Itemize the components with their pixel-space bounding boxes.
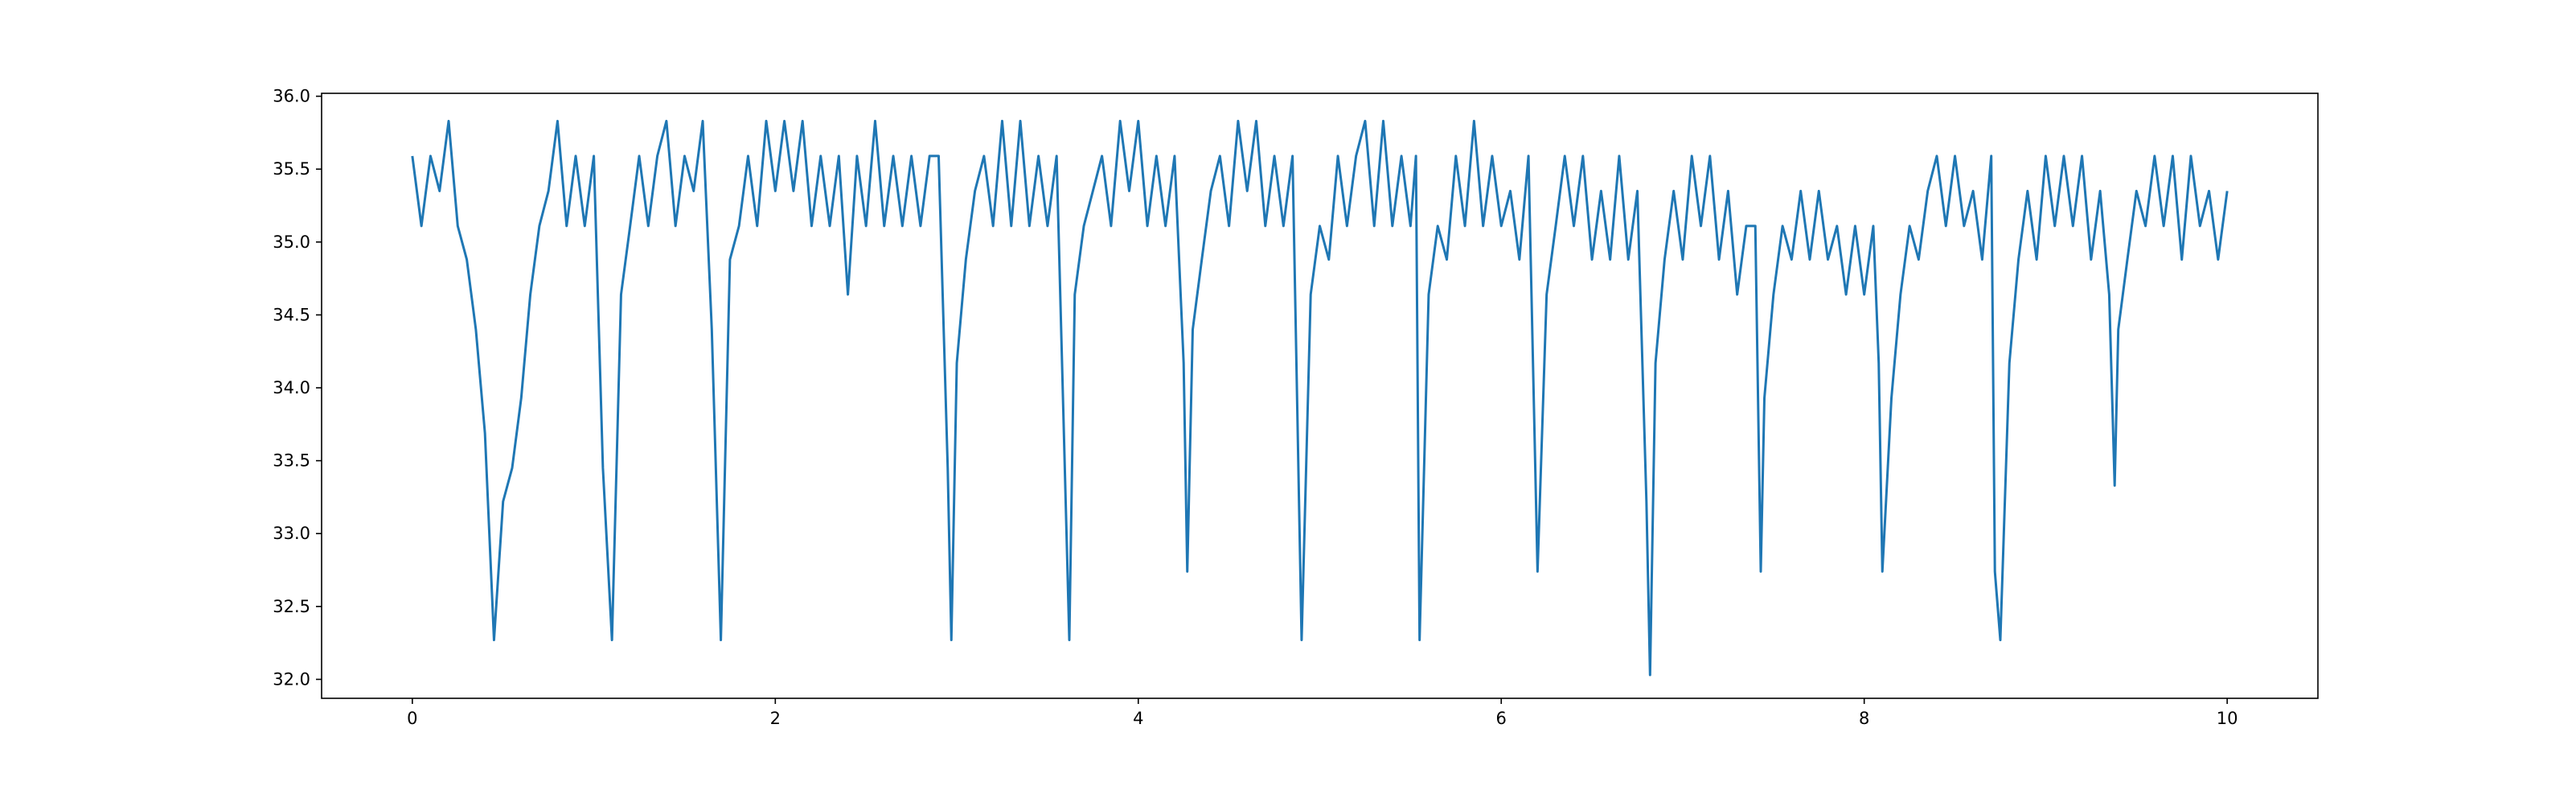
y-tick-label: 35.5 bbox=[273, 159, 310, 179]
data-line bbox=[411, 119, 2229, 677]
y-tick-label: 34.5 bbox=[273, 305, 310, 324]
x-tick-label: 2 bbox=[770, 709, 781, 728]
y-tick-label: 33.0 bbox=[273, 524, 310, 543]
y-tick-label: 33.5 bbox=[273, 451, 310, 471]
y-tick-label: 32.0 bbox=[273, 669, 310, 689]
axes-frame bbox=[321, 93, 2319, 699]
y-tick-label: 34.0 bbox=[273, 378, 310, 397]
x-tick-label: 8 bbox=[1859, 709, 1869, 728]
x-tick-label: 6 bbox=[1496, 709, 1507, 728]
x-tick-label: 0 bbox=[407, 709, 417, 728]
y-tick-label: 35.0 bbox=[273, 233, 310, 252]
y-tick-label: 32.5 bbox=[273, 597, 310, 616]
x-tick-label: 10 bbox=[2217, 709, 2238, 728]
x-tick-label: 4 bbox=[1133, 709, 1143, 728]
y-tick-label: 36.0 bbox=[273, 87, 310, 106]
